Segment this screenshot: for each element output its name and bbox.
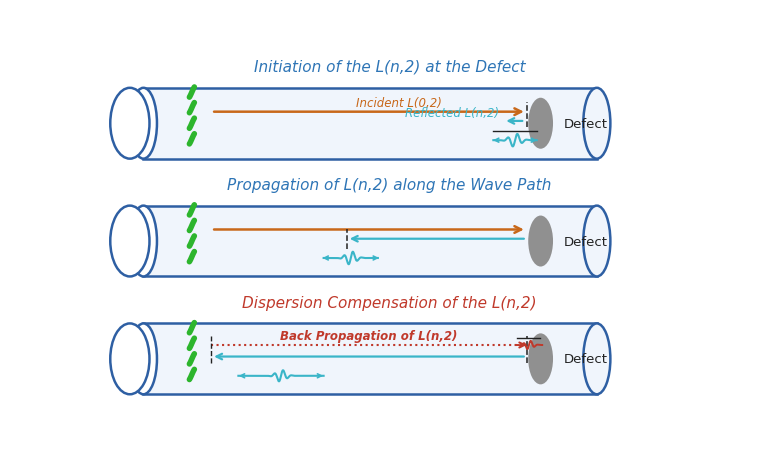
- Bar: [144, 89, 597, 159]
- Ellipse shape: [583, 89, 610, 159]
- Ellipse shape: [110, 206, 150, 277]
- Ellipse shape: [110, 89, 150, 159]
- Text: Dispersion Compensation of the L(n,2): Dispersion Compensation of the L(n,2): [242, 295, 537, 310]
- Ellipse shape: [130, 89, 157, 159]
- Text: Incident L(0,2): Incident L(0,2): [356, 97, 442, 109]
- Bar: [144, 324, 597, 395]
- Text: Defect: Defect: [564, 353, 608, 366]
- Ellipse shape: [130, 324, 157, 395]
- Ellipse shape: [583, 206, 610, 277]
- Bar: [144, 206, 597, 277]
- Text: Propagation of L(n,2) along the Wave Path: Propagation of L(n,2) along the Wave Pat…: [227, 178, 552, 192]
- Ellipse shape: [528, 334, 553, 385]
- Text: Initiation of the L(n,2) at the Defect: Initiation of the L(n,2) at the Defect: [254, 60, 525, 75]
- Ellipse shape: [130, 206, 157, 277]
- Text: Defect: Defect: [564, 235, 608, 248]
- Ellipse shape: [583, 324, 610, 395]
- Text: Defect: Defect: [564, 118, 608, 130]
- Text: Reflected L(n,2): Reflected L(n,2): [405, 107, 499, 119]
- Ellipse shape: [110, 324, 150, 395]
- Ellipse shape: [528, 99, 553, 149]
- Ellipse shape: [528, 216, 553, 267]
- Text: Back Propagation of L(n,2): Back Propagation of L(n,2): [280, 329, 458, 342]
